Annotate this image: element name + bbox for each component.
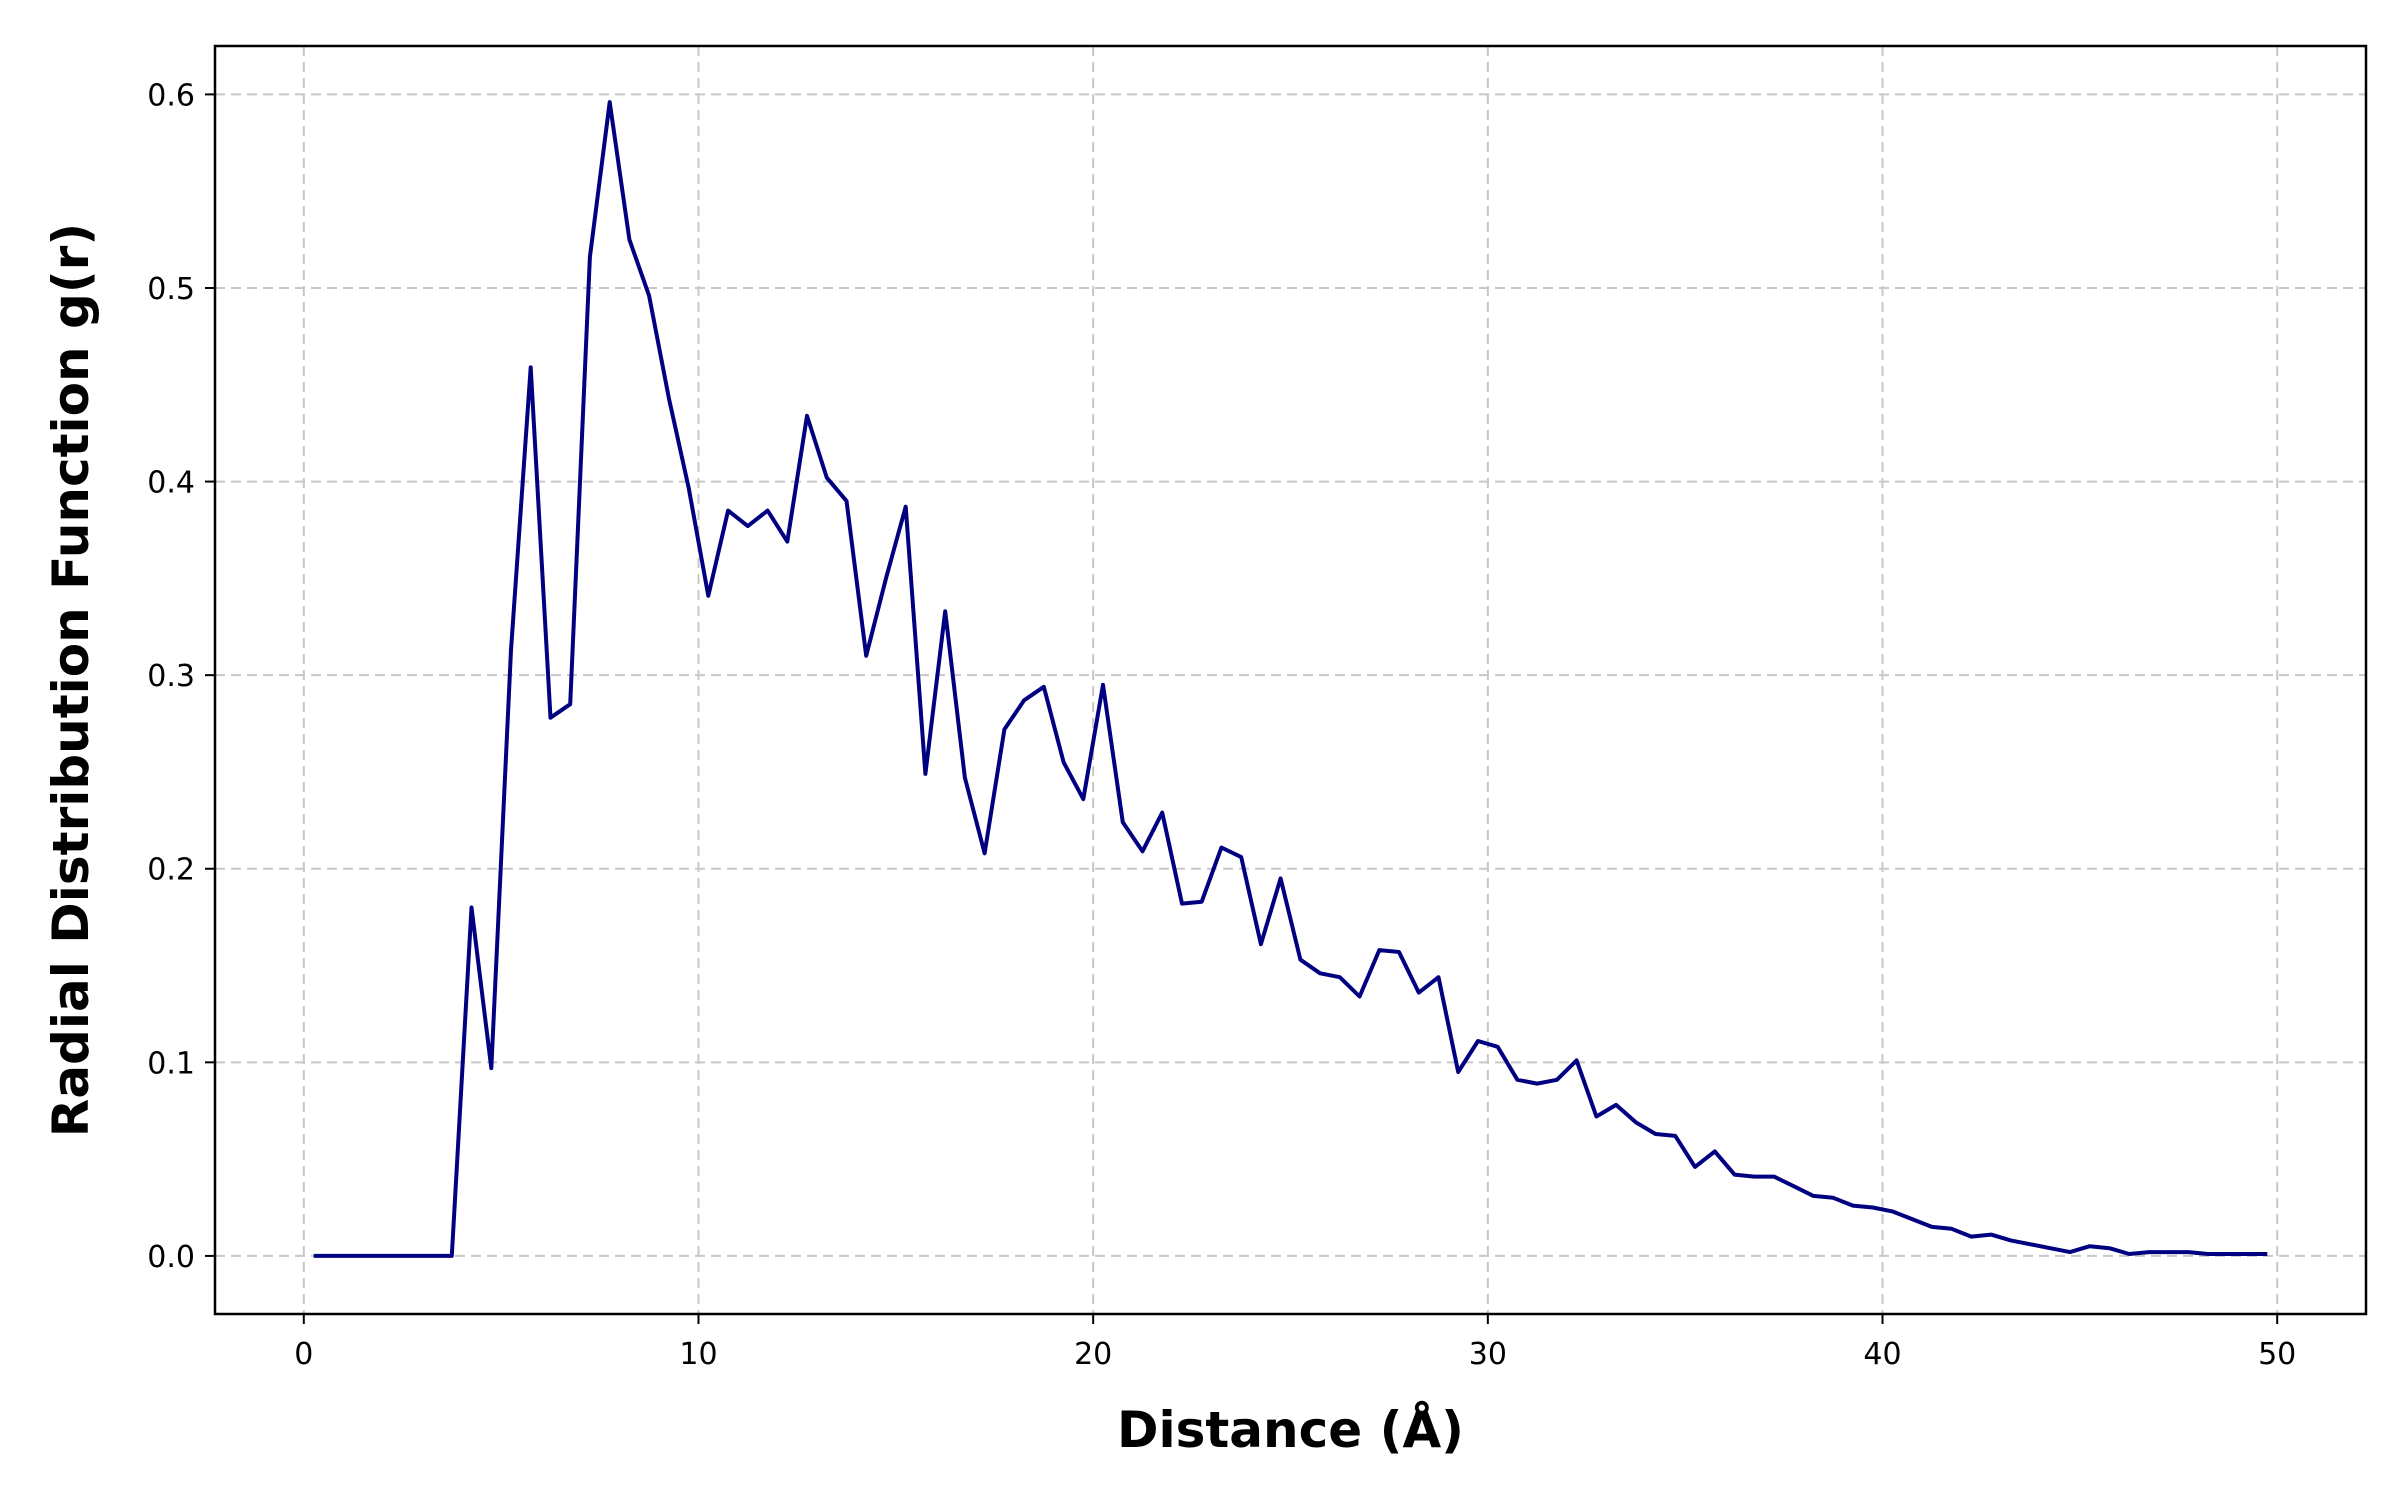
- y-tick-label: 0.4: [147, 466, 195, 501]
- axis-ticks: [205, 93, 2279, 1324]
- y-tick-label: 0.0: [147, 1240, 195, 1275]
- x-tick-label: 0: [294, 1337, 313, 1372]
- series-line-gr: [313, 100, 2268, 1258]
- x-tick-label: 30: [1469, 1337, 1507, 1372]
- y-tick-label: 0.5: [147, 272, 195, 307]
- x-axis-label: Distance (Å): [1117, 1400, 1464, 1459]
- x-tick-labels: 0 10 20 30 40 50: [294, 1337, 2296, 1372]
- x-tick-label: 50: [2258, 1337, 2296, 1372]
- y-tick-label: 0.1: [147, 1046, 195, 1081]
- y-tick-label: 0.3: [147, 659, 195, 694]
- y-tick-labels: 0.0 0.1 0.2 0.3 0.4 0.5 0.6: [147, 78, 195, 1275]
- x-tick-label: 10: [679, 1337, 717, 1372]
- x-tick-label: 20: [1074, 1337, 1112, 1372]
- y-axis-label: Radial Distribution Function g(r): [42, 223, 100, 1137]
- series-layer: [313, 100, 2268, 1258]
- y-tick-label: 0.6: [147, 78, 195, 113]
- plot-frame: [213, 44, 2368, 1316]
- grid-lines: [215, 46, 2366, 1314]
- y-tick-label: 0.2: [147, 853, 195, 888]
- x-tick-label: 40: [1863, 1337, 1901, 1372]
